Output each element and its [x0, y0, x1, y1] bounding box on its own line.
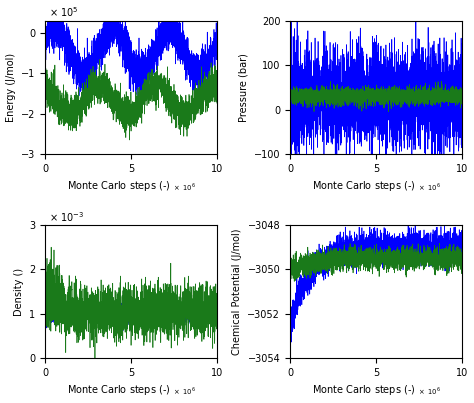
X-axis label: Monte Carlo steps (-)$_{\ \times\ 10^6}$: Monte Carlo steps (-)$_{\ \times\ 10^6}$ [67, 179, 196, 193]
Y-axis label: Chemical Potential (J/mol): Chemical Potential (J/mol) [232, 229, 242, 355]
Y-axis label: Density (): Density () [14, 268, 24, 316]
Text: × 10$^{-3}$: × 10$^{-3}$ [49, 210, 84, 224]
X-axis label: Monte Carlo steps (-)$_{\ \times\ 10^6}$: Monte Carlo steps (-)$_{\ \times\ 10^6}$ [312, 179, 441, 193]
X-axis label: Monte Carlo steps (-)$_{\ \times\ 10^6}$: Monte Carlo steps (-)$_{\ \times\ 10^6}$ [67, 383, 196, 397]
Text: × 10$^5$: × 10$^5$ [49, 6, 78, 19]
Y-axis label: Energy (J/mol): Energy (J/mol) [6, 53, 16, 122]
X-axis label: Monte Carlo steps (-)$_{\ \times\ 10^6}$: Monte Carlo steps (-)$_{\ \times\ 10^6}$ [312, 383, 441, 397]
Y-axis label: Pressure (bar): Pressure (bar) [238, 53, 248, 122]
